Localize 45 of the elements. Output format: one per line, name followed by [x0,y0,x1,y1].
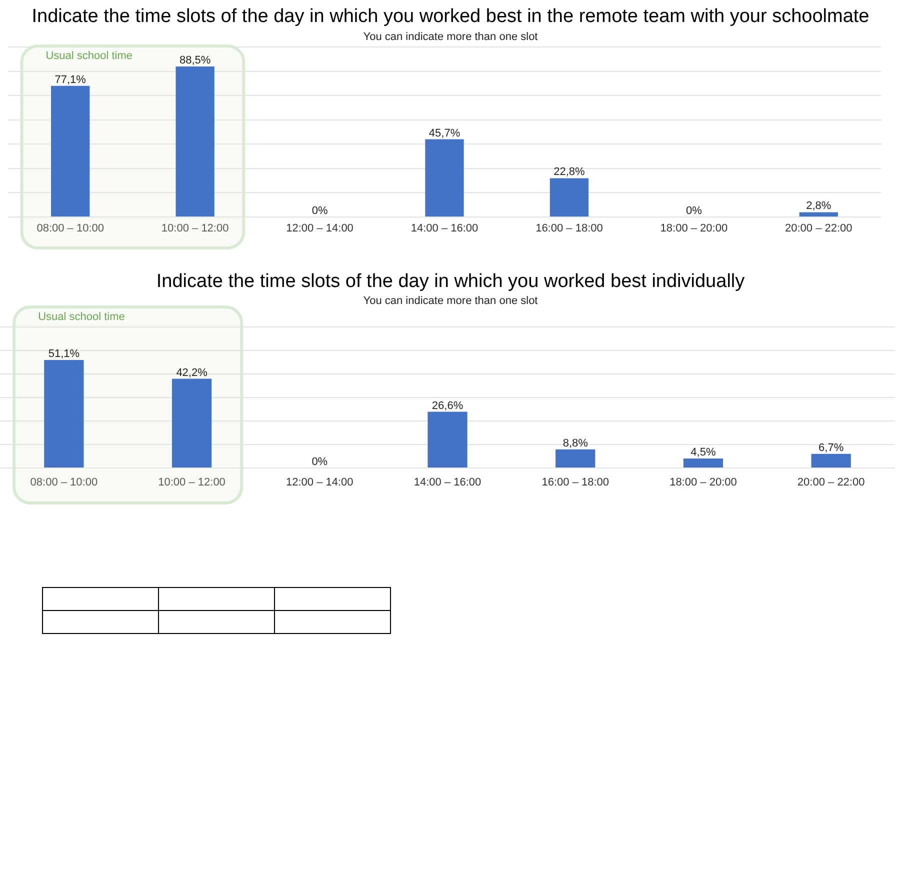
data-label: 0% [312,456,328,468]
chart-subtitle: You can indicate more than one slot [363,295,538,308]
data-label: 42,2% [176,366,208,379]
bar [425,139,464,216]
bar [176,66,214,216]
x-tick-label: 08:00 – 10:00 [36,222,104,235]
data-label: 22,8% [554,166,586,178]
data-label: 8,8% [562,437,588,450]
bar [428,412,468,468]
band-label: Usual school time [38,311,125,324]
bar [172,378,212,468]
bar [799,212,838,216]
data-label: 77,1% [54,74,86,86]
x-tick-label: 16:00 – 18:00 [542,476,610,489]
chart-title: Indicate the time slots of the day in which you worked best in the remote team with your schoolmate [32,6,870,28]
bar [811,454,851,468]
x-tick-label: 16:00 – 18:00 [536,222,603,235]
x-tick-label: 20:00 – 22:00 [784,222,852,235]
bar [556,449,596,468]
bar [550,178,589,216]
x-tick-label: 14:00 – 16:00 [414,476,482,489]
data-label: 4,5% [690,446,716,458]
bar [44,360,84,468]
chart-subtitle: You can indicate more than one slot [363,31,538,44]
x-tick-label: 18:00 – 20:00 [660,222,728,235]
bar [51,86,90,216]
data-label: 45,7% [428,127,460,140]
x-tick-label: 12:00 – 14:00 [286,222,354,235]
x-tick-label: 18:00 – 20:00 [670,476,737,489]
x-tick-label: 10:00 – 12:00 [158,476,226,489]
x-tick-label: 10:00 – 12:00 [161,222,229,235]
chart-title: Indicate the time slots of the day in which you worked best individually [156,271,746,292]
data-label: 6,7% [818,442,844,454]
data-label: 2,8% [806,200,832,212]
band-label: Usual school time [46,50,133,62]
data-label: 0% [312,205,328,217]
x-tick-label: 14:00 – 16:00 [410,222,478,235]
x-tick-label: 08:00 – 10:00 [30,476,98,489]
data-label: 0% [686,205,702,217]
bar [683,458,724,468]
x-tick-label: 12:00 – 14:00 [286,476,354,489]
data-label: 51,1% [48,348,80,360]
data-label: 26,6% [432,400,464,412]
data-label: 88,5% [179,54,211,67]
x-tick-label: 20:00 – 22:00 [797,476,865,489]
